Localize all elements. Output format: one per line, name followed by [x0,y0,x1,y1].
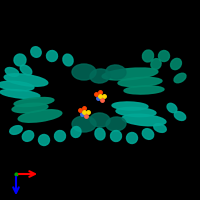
Ellipse shape [63,54,73,66]
Ellipse shape [126,132,138,144]
Ellipse shape [142,50,154,62]
Ellipse shape [0,81,34,91]
Ellipse shape [106,65,126,79]
Ellipse shape [47,51,57,61]
Ellipse shape [10,126,22,134]
Ellipse shape [14,54,26,66]
Ellipse shape [174,112,186,120]
Ellipse shape [142,129,154,139]
Ellipse shape [72,116,96,132]
Ellipse shape [118,77,162,87]
Ellipse shape [102,68,158,80]
Ellipse shape [0,90,40,98]
Ellipse shape [158,50,170,62]
Ellipse shape [154,124,166,132]
Ellipse shape [5,68,19,76]
Ellipse shape [167,103,177,113]
Ellipse shape [14,98,54,106]
Ellipse shape [95,128,105,140]
Ellipse shape [12,103,48,113]
Ellipse shape [71,127,81,137]
Ellipse shape [116,107,156,117]
Ellipse shape [38,134,50,146]
Ellipse shape [174,73,186,83]
Ellipse shape [4,74,48,86]
Ellipse shape [106,117,126,131]
Ellipse shape [31,47,41,57]
Ellipse shape [18,110,62,122]
Ellipse shape [55,131,65,141]
Ellipse shape [124,86,164,94]
Ellipse shape [20,65,32,75]
Ellipse shape [72,64,96,80]
Ellipse shape [22,131,34,141]
Ellipse shape [151,59,161,69]
Ellipse shape [112,102,148,110]
Ellipse shape [111,131,121,141]
Ellipse shape [171,58,181,70]
Ellipse shape [90,69,110,83]
Ellipse shape [122,114,166,126]
Ellipse shape [90,113,110,127]
